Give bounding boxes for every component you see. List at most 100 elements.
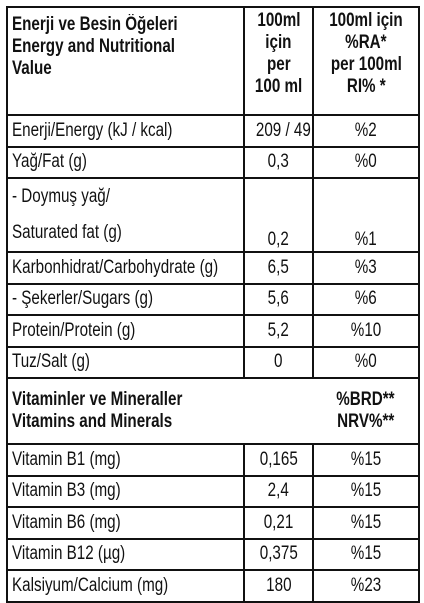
text-line: Enerji ve Besin Öğeleri bbox=[12, 14, 239, 36]
text-line: Saturated fat (g) bbox=[12, 215, 239, 250]
text-line: 100ml bbox=[249, 10, 308, 32]
value-cell: 209 / 49 bbox=[243, 114, 314, 148]
value-cell: 0,2 bbox=[243, 177, 314, 253]
section-ri: %BRD** NRV%** bbox=[313, 377, 420, 445]
text-line: Protein/Protein (g) bbox=[12, 320, 239, 342]
text: Protein/Protein (g) bbox=[12, 319, 136, 341]
value-cell: 2,4 bbox=[243, 474, 314, 508]
text-line: 100 ml bbox=[249, 76, 308, 98]
text: RI% * bbox=[346, 76, 386, 97]
value: 0,2 bbox=[267, 229, 290, 250]
header-cell: 100ml için %RA* per 100ml RI% * bbox=[312, 6, 420, 116]
text-line: per bbox=[249, 54, 308, 76]
text-line: için bbox=[249, 32, 308, 54]
text: 100ml için bbox=[329, 10, 403, 31]
text: 100ml bbox=[256, 10, 301, 31]
text-line: Kalsiyum/Calcium (mg) bbox=[12, 575, 239, 597]
label-cell: Kalsiyum/Calcium (mg) bbox=[6, 569, 245, 603]
text: Energy and Nutritional bbox=[12, 36, 175, 57]
label-cell: - Doymuş yağ/Saturated fat (g) bbox=[6, 177, 245, 253]
table-row: - Doymuş yağ/Saturated fat (g) 0,2 %1 bbox=[6, 177, 420, 253]
text: NRV%** bbox=[336, 411, 395, 432]
text-line: RI% * bbox=[318, 76, 414, 98]
table-row: Yağ/Fat (g) 0,3 %0 bbox=[6, 145, 420, 179]
text: Vitamin B6 (mg) bbox=[12, 511, 121, 533]
value: 0,375 bbox=[259, 543, 298, 565]
label-cell: Vitamin B12 (µg) bbox=[6, 537, 245, 571]
text: per bbox=[266, 54, 291, 75]
ri-cell: %15 bbox=[312, 506, 420, 540]
ri-value: %15 bbox=[350, 448, 382, 470]
ri-value: %15 bbox=[350, 480, 382, 502]
label-cell: Yağ/Fat (g) bbox=[6, 145, 245, 179]
value-cell: 0,375 bbox=[243, 537, 314, 571]
label-cell: Protein/Protein (g) bbox=[6, 314, 245, 348]
text-line: - Şekerler/Sugars (g) bbox=[12, 288, 239, 310]
text: Vitamins and Minerals bbox=[12, 411, 173, 432]
value-cell: 0,165 bbox=[243, 443, 314, 477]
value-cell: 0,3 bbox=[243, 145, 314, 179]
text-line: 100ml için bbox=[318, 10, 414, 32]
text-line: Vitaminler ve Mineraller bbox=[12, 389, 309, 411]
text-line: NRV%** bbox=[317, 411, 414, 433]
text-line: Karbonhidrat/Carbohydrate (g) bbox=[12, 257, 239, 279]
header-row: Enerji ve Besin Öğeleri Energy and Nutrit… bbox=[6, 6, 420, 116]
value-cell: 0 bbox=[243, 345, 314, 379]
ri-cell: %23 bbox=[312, 569, 420, 603]
text: için bbox=[265, 32, 292, 53]
text-line: Enerji/Energy (kJ / kcal) bbox=[12, 120, 239, 142]
value: 6,5 bbox=[267, 256, 290, 278]
text: Tuz/Salt (g) bbox=[12, 351, 90, 373]
section-row: Vitaminler ve Mineraller Vitamins and Min… bbox=[6, 377, 420, 445]
ri-value: %10 bbox=[350, 319, 382, 341]
value-cell: 180 bbox=[243, 569, 314, 603]
ri-value: %23 bbox=[350, 574, 382, 596]
ri-cell: %15 bbox=[312, 474, 420, 508]
text-line: Energy and Nutritional bbox=[12, 36, 239, 58]
text-line: per 100ml bbox=[318, 54, 414, 76]
table-row: Karbonhidrat/Carbohydrate (g) 6,5 %3 bbox=[6, 251, 420, 285]
ri-cell: %0 bbox=[312, 145, 420, 179]
text-line: Vitamins and Minerals bbox=[12, 411, 309, 433]
ri-cell: %1 bbox=[312, 177, 420, 253]
text: 100 ml bbox=[254, 76, 303, 97]
text: %BRD** bbox=[336, 389, 395, 410]
ri-value: %3 bbox=[355, 256, 377, 278]
ri-cell: %15 bbox=[312, 537, 420, 571]
value-cell: 5,6 bbox=[243, 282, 314, 316]
label-cell: Vitamin B3 (mg) bbox=[6, 474, 245, 508]
value: 0,165 bbox=[259, 448, 298, 470]
text: Enerji ve Besin Öğeleri bbox=[12, 14, 178, 35]
text: Vitaminler ve Mineraller bbox=[12, 389, 183, 410]
header-cell: 100ml için per 100 ml bbox=[243, 6, 314, 116]
value-cell: 6,5 bbox=[243, 251, 314, 285]
text: - Doymuş yağ/ bbox=[12, 186, 110, 207]
label-cell: Tuz/Salt (g) bbox=[6, 345, 245, 379]
text-line: Vitamin B3 (mg) bbox=[12, 480, 239, 502]
table-row: Vitamin B6 (mg) 0,21 %15 bbox=[6, 506, 420, 540]
ri-cell: %6 bbox=[312, 282, 420, 316]
table-row: Tuz/Salt (g) 0 %0 bbox=[6, 345, 420, 379]
value: 5,2 bbox=[267, 319, 290, 341]
ri-value: %6 bbox=[355, 288, 377, 310]
text: Kalsiyum/Calcium (mg) bbox=[12, 574, 169, 596]
table-body: Enerji ve Besin Öğeleri Energy and Nutrit… bbox=[6, 6, 420, 603]
ri-value: %15 bbox=[350, 543, 382, 565]
label-cell: - Şekerler/Sugars (g) bbox=[6, 282, 245, 316]
text-line: %RA* bbox=[318, 32, 414, 54]
text-line: Yağ/Fat (g) bbox=[12, 151, 239, 173]
value: 0 bbox=[274, 351, 283, 373]
ri-cell: %3 bbox=[312, 251, 420, 285]
ri-cell: %2 bbox=[312, 114, 420, 148]
text: Karbonhidrat/Carbohydrate (g) bbox=[12, 256, 219, 278]
ri-value: %15 bbox=[350, 511, 382, 533]
table-row: - Şekerler/Sugars (g) 5,6 %6 bbox=[6, 282, 420, 316]
text: %RA* bbox=[345, 32, 387, 53]
ri-cell: %10 bbox=[312, 314, 420, 348]
table-row: Protein/Protein (g) 5,2 %10 bbox=[6, 314, 420, 348]
section-title: Vitaminler ve Mineraller Vitamins and Min… bbox=[6, 377, 313, 445]
table-row: Enerji/Energy (kJ / kcal) 209 / 49 %2 bbox=[6, 114, 420, 148]
ri-value: %1 bbox=[355, 229, 377, 250]
value: 0,21 bbox=[263, 511, 294, 533]
